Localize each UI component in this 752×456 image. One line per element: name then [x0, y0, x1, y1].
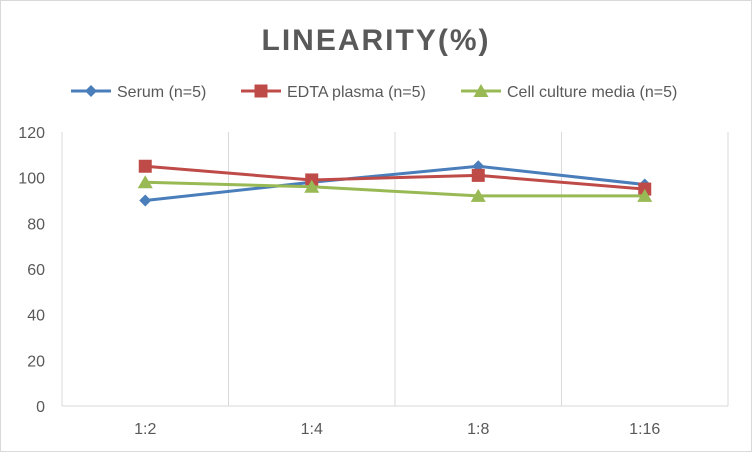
y-tick-label: 0 — [36, 399, 45, 416]
x-tick-label: 1:2 — [134, 421, 156, 438]
series-3 — [137, 175, 653, 202]
series-2 — [138, 159, 652, 196]
y-tick-label: 120 — [18, 125, 45, 142]
legend-label: Cell culture media (n=5) — [507, 84, 677, 101]
data-point — [471, 168, 485, 182]
axes: 0 20 40 60 80 100 120 1:2 1:4 1:8 1:16 — [18, 125, 728, 438]
data-point — [470, 188, 486, 202]
y-tick-label: 40 — [27, 308, 45, 325]
data-point — [139, 194, 152, 207]
y-tick-label: 60 — [27, 262, 45, 279]
legend: Serum (n=5) EDTA plasma (n=5) Cell culture… — [71, 84, 677, 101]
x-tick-label: 1:16 — [629, 421, 660, 438]
data-point — [137, 175, 153, 189]
data-point — [138, 159, 152, 173]
legend-label: EDTA plasma (n=5) — [287, 84, 426, 101]
data-point — [637, 188, 653, 202]
y-tick-label: 20 — [27, 353, 45, 370]
series-layer — [137, 159, 653, 207]
x-tick-label: 1:8 — [467, 421, 489, 438]
series-line — [145, 164, 645, 191]
legend-marker — [254, 84, 268, 98]
series-line — [145, 180, 645, 198]
legend-item: Cell culture media (n=5) — [461, 84, 677, 101]
series-line — [145, 164, 645, 202]
y-tick-label: 80 — [27, 216, 45, 233]
legend-item: Serum (n=5) — [71, 84, 206, 101]
legend-marker — [85, 85, 97, 97]
data-point — [304, 179, 320, 193]
legend-label: Serum (n=5) — [117, 84, 206, 101]
y-tick-label: 100 — [18, 171, 45, 188]
chart-title: LINEARITY(%) — [262, 24, 491, 57]
legend-marker — [473, 84, 489, 97]
x-tick-label: 1:4 — [301, 421, 323, 438]
legend-item: EDTA plasma (n=5) — [241, 84, 426, 101]
